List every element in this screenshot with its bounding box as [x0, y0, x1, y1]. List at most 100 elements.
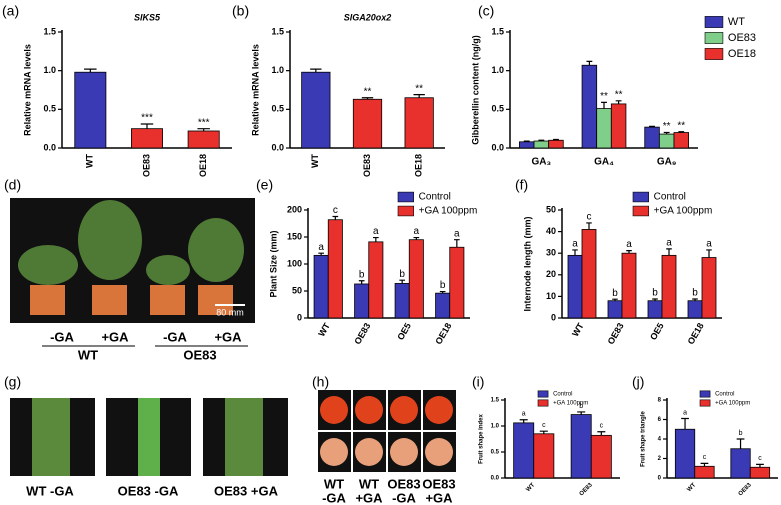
significance-label: b [359, 269, 365, 280]
error-bar [439, 290, 446, 294]
y-axis-label: Gibberellin content (ng/g) [470, 35, 480, 145]
significance-label: b [399, 269, 405, 280]
panel-g: (g) WT -GA OE83 -GA OE83 +GA [4, 374, 288, 498]
significance-label: c [600, 423, 604, 430]
x-tick-label: WT [686, 482, 697, 493]
bar [449, 246, 465, 319]
panel-label: (a) [2, 3, 19, 19]
y-tick-label: 0.5 [491, 450, 500, 456]
plant [146, 255, 190, 285]
legend-swatch [397, 205, 414, 217]
error-bar [197, 128, 210, 131]
fruit-section [355, 438, 383, 466]
y-axis-label: Fruit shape triangle [641, 411, 647, 467]
error-bar [572, 249, 578, 256]
y-tick-label: 0.5 [491, 104, 504, 114]
y-tick-label: 1.5 [43, 26, 56, 36]
fruit-section [390, 438, 418, 466]
y-tick-label: 1.0 [43, 65, 56, 75]
bar [548, 139, 564, 149]
significance-label: b [739, 430, 743, 437]
y-tick-label: 0.0 [271, 142, 284, 152]
y-tick-label: 4 [658, 437, 662, 443]
pot [92, 285, 127, 315]
x-tick-label: GA₄ [594, 157, 614, 168]
x-tick-label: OE83 [579, 482, 595, 498]
error-bar [706, 249, 712, 258]
bar [533, 140, 550, 149]
error-bar [612, 298, 618, 301]
bar [570, 414, 592, 479]
significance-label: a [318, 242, 324, 253]
significance-label: a [572, 239, 578, 250]
legend-label: +GA 100ppm [654, 206, 713, 217]
significance-label: c [758, 455, 762, 462]
x-tick-label: WT [570, 321, 586, 339]
fruit [355, 396, 383, 424]
bar [658, 133, 675, 149]
y-tick-label: 1.5 [271, 26, 284, 36]
y-tick-label: 0 [658, 476, 662, 482]
error-bar [413, 236, 420, 240]
y-tick-label: 0.5 [43, 104, 56, 114]
x-tick-label: GA₃ [532, 157, 552, 168]
bar [596, 108, 612, 149]
chart: (e) Plant Size (mm) 0 50 100 150 200 a c WT b a OE83… [256, 177, 477, 346]
x-tick-label: OE83 [352, 321, 372, 346]
panel-label: (j) [632, 374, 644, 390]
stem [138, 398, 160, 476]
panel-d: (d) 80 mm -GA +GA -GA +GA WT OE83 [4, 177, 255, 362]
bar [327, 219, 343, 319]
legend-swatch [704, 48, 724, 60]
fruit [390, 396, 418, 424]
panel-label: (c) [478, 3, 494, 19]
plant [188, 218, 244, 282]
y-tick-label: 40 [546, 226, 556, 236]
x-tick-label: OE18 [414, 154, 424, 177]
y-axis-label: Internode length (mm) [522, 217, 532, 312]
error-bar [681, 417, 689, 430]
x-tick-label: OE18 [433, 321, 453, 346]
significance-label: *** [198, 117, 210, 128]
photo-label: OE83 -GA [118, 483, 179, 498]
error-bar [652, 298, 658, 301]
significance-label: a [683, 409, 687, 416]
y-tick-label: 1.0 [491, 65, 504, 75]
bar [519, 141, 535, 149]
photo-label: +GA [425, 490, 453, 505]
genotype-label: OE83 [183, 347, 216, 362]
bar [394, 283, 410, 319]
treatment-label: -GA [163, 329, 187, 344]
y-tick-label: 1.5 [491, 26, 504, 36]
x-tick-label: WT [85, 154, 95, 168]
bar [435, 292, 451, 319]
panel-label: (h) [312, 374, 329, 390]
y-axis-label: Relative mRNA levels [22, 44, 32, 136]
x-tick-label: OE18 [198, 154, 208, 177]
fruit [320, 396, 348, 424]
x-tick-label: OE18 [686, 321, 706, 346]
plant [78, 200, 142, 280]
bar [301, 71, 331, 149]
bar [567, 254, 583, 319]
bar [352, 98, 383, 149]
error-bar [310, 68, 322, 73]
legend-swatch [632, 191, 649, 203]
chart: (j) Fruit shape triangle 0 2 4 6 8 a c WT b c OE83 Co… [632, 374, 778, 497]
photo-label: -GA [392, 490, 416, 505]
panel-label: (i) [472, 374, 484, 390]
error-bar [678, 131, 685, 133]
bar [408, 239, 424, 319]
bar [590, 434, 612, 479]
panel-label: (d) [4, 177, 21, 193]
significance-label: a [706, 239, 712, 250]
y-tick-label: 20 [546, 269, 556, 279]
y-tick-label: 200 [287, 204, 302, 214]
legend-label: Control [419, 192, 451, 203]
bar [647, 300, 663, 319]
significance-label: c [703, 454, 707, 461]
y-axis-label: Fruit shape index [479, 414, 485, 464]
y-tick-label: 8 [658, 398, 662, 404]
